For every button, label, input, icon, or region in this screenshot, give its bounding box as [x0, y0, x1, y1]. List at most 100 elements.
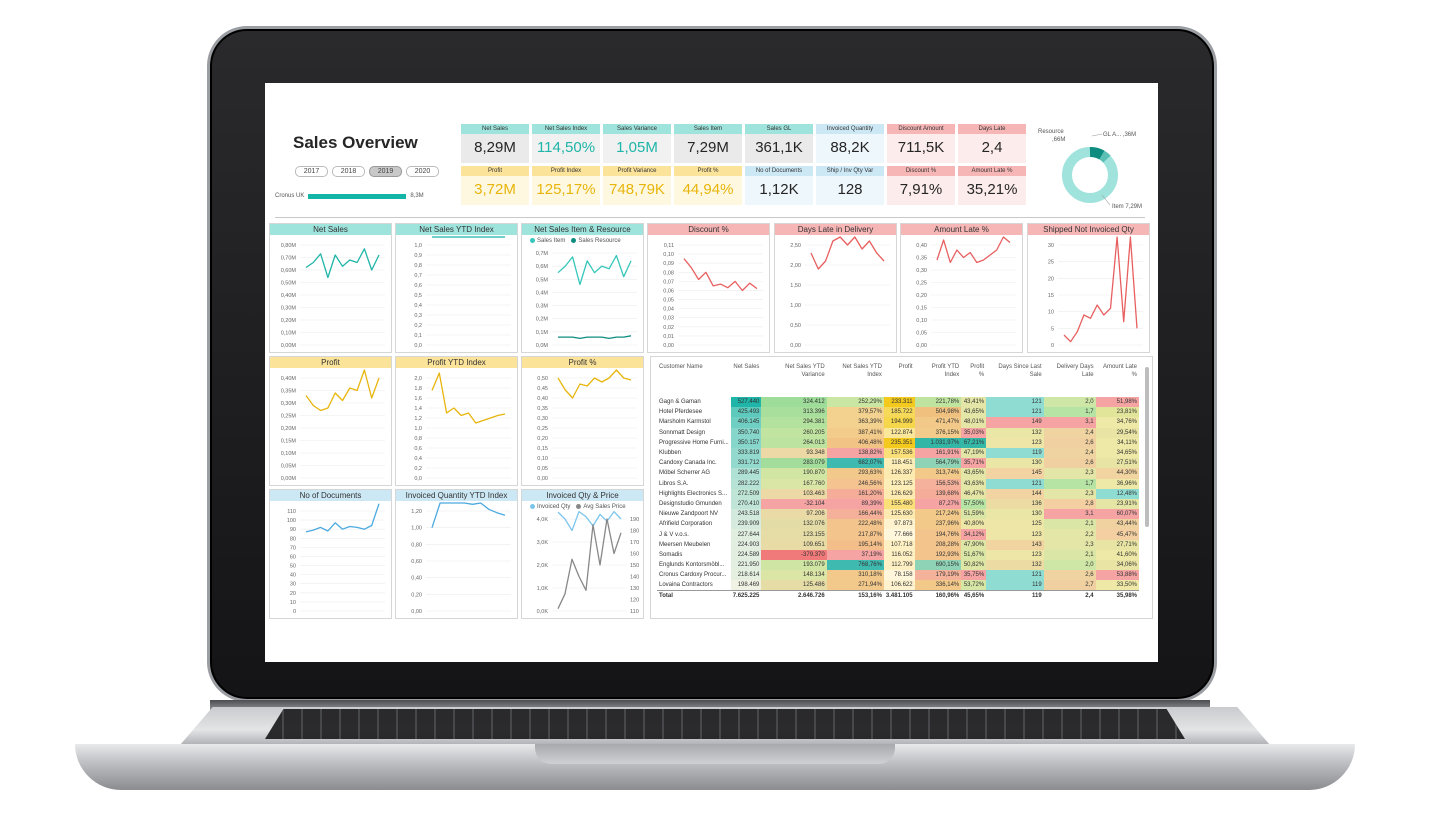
table-row[interactable]: Highlights Electronics S... 272.509 103.46…	[657, 488, 1139, 499]
kpi-card-invoiced-quantity[interactable]: Invoiced Quantity 88,2K	[816, 124, 884, 163]
chart-net-sales[interactable]: Net Sales 0,80M 0,70M 0,60M 0,50M 0,40M 0,30M 0…	[269, 223, 392, 353]
chart-invoiced-qty-price[interactable]: Invoiced Qty & Price 4,0K 3,0K 2,0K 1,0K 0,0K…	[521, 489, 644, 619]
table-row[interactable]: Lovaina Contractors 198.469 125.486 271,94%…	[657, 580, 1139, 591]
table-row[interactable]: Meersen Meubelen 224.903 109.651 195,14% 107…	[657, 539, 1139, 550]
kpi-card-sales-item[interactable]: Sales Item 7,29M	[674, 124, 742, 163]
table-row[interactable]: Designstudio Gmunden 270.410 -32.104 89,39%…	[657, 498, 1139, 510]
chart-profit[interactable]: Profit 0,40M 0,35M 0,30M 0,25M 0,20M 0,15M 0,10…	[269, 356, 392, 486]
series-line[interactable]	[936, 236, 1011, 264]
series-line[interactable]	[557, 254, 632, 286]
table-cell: 60,07%	[1095, 509, 1139, 520]
kpi-card-sales-variance[interactable]: Sales Variance 1,05M	[603, 124, 671, 163]
column-header[interactable]: Net Sales	[733, 364, 760, 370]
year-button-2019[interactable]: 2019	[369, 166, 402, 177]
table-row[interactable]: Nieuwe Zandpoort NV 243.518 97.206 166,44% 1…	[657, 509, 1139, 520]
kpi-card-amount-late-[interactable]: Amount Late % 35,21%	[958, 166, 1026, 205]
kpi-card-profit-variance[interactable]: Profit Variance 748,79K	[603, 166, 671, 205]
legend-item[interactable]: Invoiced Qty	[530, 504, 570, 510]
kpi-card-discount-amount[interactable]: Discount Amount 711,5K	[887, 124, 955, 163]
chart-shipped-not-invoiced[interactable]: Shipped Not Invoiced Qty 30 25 20 15 10 5 0	[1027, 223, 1150, 353]
table-row[interactable]: Progressive Home Furni... 350.157 264.013 4…	[657, 437, 1139, 448]
table-cell: 125.630	[883, 509, 915, 520]
kpi-card-discount-[interactable]: Discount % 7,91%	[887, 166, 955, 205]
kpi-card-profit-[interactable]: Profit % 44,94%	[674, 166, 742, 205]
column-header[interactable]: Profit YTD Index	[931, 364, 960, 378]
column-header[interactable]: Delivery Days Late	[1056, 364, 1094, 378]
kpi-card-no-of-documents[interactable]: No of Documents 1,12K	[745, 166, 813, 205]
table-row[interactable]: Cronus Cardoxy Procur... 218.614 148.134 31…	[657, 570, 1139, 581]
table-row[interactable]: Möbel Scherrer AG 289.445 190.870 293,63% 12…	[657, 468, 1139, 479]
donut-slice-gl[interactable]	[1099, 150, 1111, 163]
table-row[interactable]: Klubben 333.819 93.348 138,82% 157.536 161,91…	[657, 447, 1139, 459]
kpi-card-profit[interactable]: Profit 3,72M	[461, 166, 529, 205]
y-tick-label: 0,40M	[281, 376, 297, 382]
chart-profit-ytd-index[interactable]: Profit YTD Index 2,0 1,8 1,6 1,4 1,2 1,0 0,8 0,6…	[395, 356, 518, 486]
column-header[interactable]: Net Sales YTD Index	[842, 364, 882, 378]
legend-item[interactable]: Avg Sales Price	[576, 504, 626, 510]
series-line[interactable]	[1063, 236, 1138, 343]
table-row[interactable]: J & V v.o.s. 227.644 123.155 217,87% 77.666 1…	[657, 529, 1139, 540]
table-cell: 310,18%	[826, 570, 884, 581]
series-line[interactable]	[558, 335, 632, 340]
chart-net-sales-ytd-index[interactable]: Net Sales YTD Index 1,0 0,9 0,8 0,7 0,6 0,5 0,4…	[395, 223, 518, 353]
table-row[interactable]: Afrifield Corporation 239.909 132.076 222,4…	[657, 519, 1139, 530]
chart-no-of-documents[interactable]: No of Documents 110 100 90 80 70 60 50 40 30 20 10 0	[269, 489, 392, 619]
series-line[interactable]	[305, 503, 380, 533]
column-header[interactable]: Days Since Last Sale	[998, 364, 1042, 378]
y-tick-label: 0,6	[414, 283, 422, 289]
year-button-2018[interactable]: 2018	[332, 166, 365, 177]
kpi-card-ship-inv-qty-var[interactable]: Ship / Inv Qty Var 128	[816, 166, 884, 205]
series-line[interactable]	[810, 236, 885, 270]
kpi-card-net-sales-index[interactable]: Net Sales Index 114,50%	[532, 124, 600, 163]
sales-mix-donut[interactable]: Resource ,66M GL A... ,36M Item 7,29M	[1030, 123, 1158, 218]
table-row[interactable]: Candoxy Canada Inc. 331.712 283.079 682,07%…	[657, 458, 1139, 469]
donut-slice-resource[interactable]	[1089, 147, 1105, 160]
series-line[interactable]	[557, 510, 622, 532]
column-header[interactable]: Customer Name	[659, 364, 703, 370]
chart-amount-late-pct[interactable]: Amount Late % 0,40 0,35 0,30 0,25 0,20 0,15 0,1…	[900, 223, 1023, 353]
series-line[interactable]	[431, 372, 506, 424]
series-line[interactable]	[557, 369, 632, 399]
column-header[interactable]: Amount Late %	[1102, 364, 1137, 378]
company-filter[interactable]: Cronus UK 8,3M	[275, 193, 424, 199]
chart-invoiced-qty-ytd-index[interactable]: Invoiced Quantity YTD Index 1,20 1,00 0,80 0…	[395, 489, 518, 619]
customer-table-grid: Customer Name Net Sales Net Sales YTD Vari…	[657, 363, 1139, 602]
legend-item[interactable]: Sales Item	[530, 238, 565, 244]
series-line[interactable]	[557, 518, 622, 609]
year-button-2020[interactable]: 2020	[406, 166, 439, 177]
kpi-value: 114,50%	[536, 139, 596, 156]
table-cell: 132.076	[761, 519, 827, 530]
series-line[interactable]	[431, 502, 506, 528]
table-row[interactable]: Gagn & Gaman 527.440 324.412 252,29% 233.311…	[657, 397, 1139, 408]
series-line[interactable]	[305, 248, 380, 279]
series-line[interactable]	[305, 369, 380, 412]
table-row[interactable]: Sonnmatt Design 350.740 260.205 387,41% 122.…	[657, 427, 1139, 438]
column-header[interactable]: Net Sales YTD Variance	[785, 364, 825, 378]
chart-discount-pct[interactable]: Discount % 0,11 0,10 0,09 0,08 0,07 0,06 0,05 0,…	[647, 223, 770, 353]
kpi-card-net-sales[interactable]: Net Sales 8,29M	[461, 124, 529, 163]
kpi-card-sales-gl[interactable]: Sales GL 361,1K	[745, 124, 813, 163]
chart-days-late-delivery[interactable]: Days Late in Delivery 2,50 2,00 1,50 1,00 0,5…	[774, 223, 897, 353]
table-row[interactable]: Libros S.A. 282.222 167.760 246,56% 123.125 1…	[657, 478, 1139, 489]
table-cell: 2,6	[1043, 458, 1096, 469]
column-header[interactable]: Profit %	[970, 364, 985, 378]
table-row[interactable]: Hotel Pferdesee 425.493 313.396 379,57% 185.…	[657, 407, 1139, 418]
kpi-card-profit-index[interactable]: Profit Index 125,17%	[532, 166, 600, 205]
y-tick-label: 0,4M	[536, 290, 549, 296]
chart-net-sales-item-resource[interactable]: Net Sales Item & Resource 0,7M 0,6M 0,5M 0,4…	[521, 223, 644, 353]
legend-item[interactable]: Sales Resource	[571, 238, 621, 244]
series-line[interactable]	[683, 258, 758, 292]
y-tick-label: 0,6M	[536, 264, 549, 270]
table-row[interactable]: Marsholm Karmstol 406.145 294.381 363,39% 19…	[657, 417, 1139, 428]
chart-profit-pct[interactable]: Profit % 0,50 0,45 0,40 0,35 0,30 0,25 0,20 0,15…	[521, 356, 644, 486]
table-cell: 239.909	[730, 519, 762, 530]
customer-table[interactable]: Customer Name Net Sales Net Sales YTD Vari…	[650, 356, 1153, 619]
table-row[interactable]: Englunds Kontorsmöbl... 221.950 193.079 768…	[657, 560, 1139, 571]
table-row[interactable]: Somadis 224.589 -379.370 37,19% 116.052 192,9…	[657, 549, 1139, 560]
customer-name-cell: Meersen Meubelen	[659, 541, 711, 548]
kpi-card-days-late[interactable]: Days Late 2,4	[958, 124, 1026, 163]
year-button-2017[interactable]: 2017	[295, 166, 328, 177]
column-header[interactable]: Profit	[898, 364, 913, 370]
table-scrollbar[interactable]	[1145, 367, 1149, 527]
